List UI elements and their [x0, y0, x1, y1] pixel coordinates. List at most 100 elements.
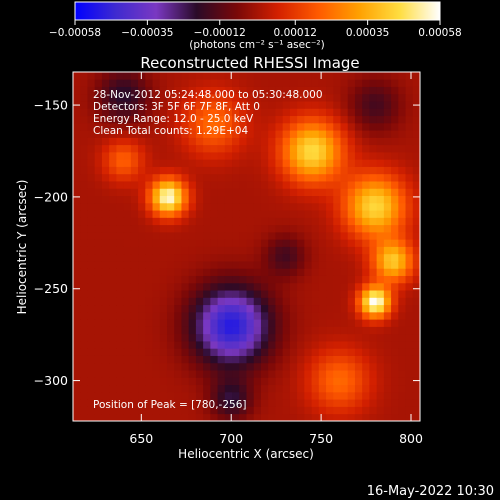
heatmap-cell	[239, 406, 247, 415]
plot-frame	[72, 71, 421, 422]
heatmap-cell	[347, 86, 356, 95]
heatmap-cell	[362, 173, 370, 182]
heatmap-cell	[73, 333, 81, 342]
heatmap-cell	[318, 108, 327, 117]
heatmap-cell	[232, 333, 240, 342]
heatmap-cell	[253, 217, 262, 226]
heatmap-cell	[268, 268, 276, 276]
heatmap-cell	[304, 297, 312, 306]
heatmap-cell	[391, 399, 399, 407]
heatmap-cell	[362, 231, 370, 240]
heatmap-cell	[80, 86, 88, 95]
heatmap-cell	[224, 122, 233, 131]
heatmap-cell	[391, 93, 399, 102]
heatmap-cell	[333, 326, 341, 335]
heatmap-cell	[181, 239, 190, 247]
heatmap-cell	[282, 108, 291, 117]
heatmap-cell	[80, 181, 88, 189]
heatmap-cell	[326, 304, 334, 313]
heatmap-cell	[152, 166, 161, 175]
heatmap-cell	[123, 391, 132, 400]
heatmap-cell	[203, 406, 211, 415]
heatmap-cell	[94, 311, 103, 320]
heatmap-cell	[412, 304, 421, 313]
heatmap-cell	[354, 384, 363, 393]
heatmap-cell	[101, 333, 110, 342]
heatmap-cell	[195, 319, 204, 327]
heatmap-cell	[253, 166, 262, 175]
heatmap-cell	[138, 253, 146, 262]
heatmap-cell	[304, 210, 312, 218]
heatmap-cell	[326, 202, 334, 211]
heatmap-cell	[203, 348, 211, 356]
heatmap-cell	[260, 239, 269, 247]
heatmap-cell	[174, 202, 182, 211]
heatmap-cell	[383, 341, 392, 349]
heatmap-cell	[398, 181, 406, 189]
heatmap-cell	[391, 253, 399, 262]
heatmap-cells	[73, 72, 421, 422]
heatmap-cell	[152, 173, 161, 182]
heatmap-cell	[376, 202, 385, 211]
heatmap-cell	[181, 151, 190, 160]
heatmap-cell	[405, 210, 414, 218]
heatmap-cell	[239, 384, 247, 393]
heatmap-cell	[224, 231, 233, 240]
heatmap-cell	[123, 130, 132, 138]
heatmap-cell	[116, 166, 125, 175]
heatmap-cell	[210, 275, 218, 284]
heatmap-cell	[246, 341, 255, 349]
heatmap-cell	[87, 384, 96, 393]
heatmap-cell	[217, 224, 226, 233]
heatmap-cell	[253, 246, 262, 255]
heatmap-cell	[224, 72, 233, 80]
heatmap-cell	[138, 413, 146, 422]
heatmap-cell	[297, 173, 305, 182]
heatmap-cell	[145, 282, 153, 291]
heatmap-cell	[94, 224, 103, 233]
heatmap-cell	[232, 115, 240, 124]
heatmap-cell	[412, 108, 421, 117]
heatmap-cell	[260, 217, 269, 226]
heatmap-cell	[333, 406, 341, 415]
plot-area: 650 700 750 800 −150−200−250−300	[34, 71, 423, 446]
heatmap-cell	[145, 217, 153, 226]
heatmap-cell	[152, 72, 161, 80]
heatmap-cell	[217, 130, 226, 138]
heatmap-cell	[326, 341, 334, 349]
heatmap-cell	[354, 159, 363, 167]
heatmap-cell	[109, 399, 117, 407]
heatmap-cell	[188, 195, 197, 204]
heatmap-cell	[109, 151, 117, 160]
heatmap-cell	[376, 137, 385, 146]
heatmap-cell	[159, 144, 168, 153]
heatmap-cell	[333, 384, 341, 393]
heatmap-cell	[268, 319, 276, 327]
heatmap-cell	[253, 355, 262, 364]
heatmap-cell	[398, 93, 406, 102]
heatmap-cell	[275, 384, 284, 393]
heatmap-cell	[109, 137, 117, 146]
heatmap-cell	[188, 210, 197, 218]
heatmap-cell	[101, 246, 110, 255]
heatmap-cell	[398, 275, 406, 284]
heatmap-cell	[101, 297, 110, 306]
annotation-detectors: Detectors: 3F 5F 6F 7F 8F, Att 0	[93, 101, 260, 113]
heatmap-cell	[354, 399, 363, 407]
heatmap-cell	[391, 137, 399, 146]
heatmap-cell	[311, 231, 320, 240]
heatmap-cell	[311, 181, 320, 189]
heatmap-cell	[391, 341, 399, 349]
heatmap-cell	[138, 311, 146, 320]
heatmap-cell	[123, 239, 132, 247]
heatmap-cell	[174, 101, 182, 109]
heatmap-cell	[297, 72, 305, 80]
heatmap-cell	[232, 144, 240, 153]
heatmap-cell	[398, 86, 406, 95]
heatmap-cell	[101, 275, 110, 284]
heatmap-cell	[232, 79, 240, 87]
heatmap-cell	[159, 253, 168, 262]
heatmap-cell	[304, 391, 312, 400]
heatmap-cell	[224, 115, 233, 124]
